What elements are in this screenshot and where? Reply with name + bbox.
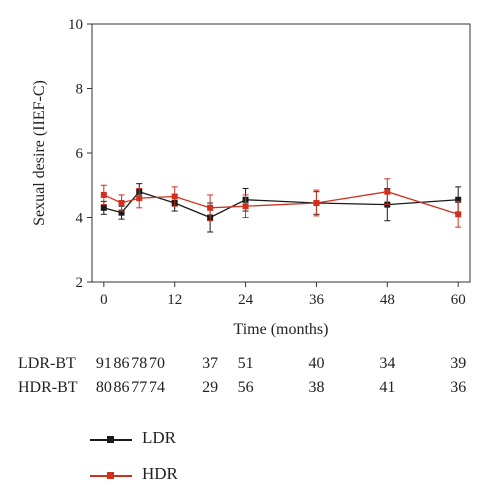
x-tick-label: 48 bbox=[380, 292, 395, 308]
data-point-ldr bbox=[455, 196, 462, 203]
legend-marker-ldr bbox=[107, 436, 114, 443]
n-table-cell: 36 bbox=[450, 379, 467, 396]
n-table-cell: 51 bbox=[237, 355, 254, 372]
data-point-ldr bbox=[100, 204, 107, 211]
n-table-cell: 91 bbox=[95, 355, 112, 372]
y-tick-label: 8 bbox=[76, 82, 84, 98]
x-tick-label: 36 bbox=[309, 292, 325, 308]
data-point-hdr bbox=[242, 203, 249, 210]
n-table-row-label: LDR-BT bbox=[18, 355, 76, 372]
data-point-ldr bbox=[118, 209, 125, 216]
data-point-hdr bbox=[171, 193, 178, 200]
n-table-cell: 39 bbox=[450, 355, 467, 372]
y-axis-label: Sexual desire (IIEF-C) bbox=[31, 80, 48, 226]
x-tick-label: 60 bbox=[451, 292, 466, 308]
n-table-cell: 70 bbox=[148, 355, 165, 372]
x-tick-label: 0 bbox=[100, 292, 108, 308]
n-table-cell: 34 bbox=[379, 355, 396, 372]
x-axis-label: Time (months) bbox=[234, 321, 329, 338]
legend-marker-hdr bbox=[107, 472, 114, 479]
data-point-hdr bbox=[100, 191, 107, 198]
y-tick-label: 10 bbox=[68, 17, 83, 33]
series-layer bbox=[100, 178, 462, 233]
n-table-cell: 86 bbox=[113, 355, 130, 372]
y-tick-label: 2 bbox=[76, 275, 84, 291]
x-tick-label: 12 bbox=[167, 292, 182, 308]
legend-label-ldr: LDR bbox=[142, 428, 176, 447]
series-ldr bbox=[100, 183, 462, 233]
n-table-cell: 56 bbox=[237, 379, 254, 396]
series-hdr bbox=[100, 178, 462, 228]
data-point-hdr bbox=[313, 199, 320, 206]
x-tick-label: 24 bbox=[238, 292, 254, 308]
n-table-row-label: HDR-BT bbox=[18, 379, 78, 396]
n-table-cell: 74 bbox=[148, 379, 165, 396]
n-table-cell: 77 bbox=[131, 379, 148, 396]
legend-label-hdr: HDR bbox=[142, 464, 178, 483]
data-point-hdr bbox=[384, 188, 391, 195]
n-table-cell: 29 bbox=[202, 379, 219, 396]
data-point-hdr bbox=[136, 195, 143, 202]
n-table-cell: 38 bbox=[308, 379, 325, 396]
data-point-hdr bbox=[118, 199, 125, 206]
data-point-hdr bbox=[207, 204, 214, 211]
y-tick-label: 4 bbox=[76, 211, 84, 227]
plot-frame bbox=[91, 23, 471, 283]
n-table-cell: 86 bbox=[113, 379, 130, 396]
y-tick-label: 6 bbox=[76, 146, 84, 162]
n-table-cell: 40 bbox=[308, 355, 325, 372]
n-table-cell: 78 bbox=[131, 355, 148, 372]
n-table-cell: 80 bbox=[95, 379, 112, 396]
n-table-cell: 37 bbox=[202, 355, 219, 372]
data-point-hdr bbox=[455, 211, 462, 218]
n-table-cell: 41 bbox=[379, 379, 396, 396]
